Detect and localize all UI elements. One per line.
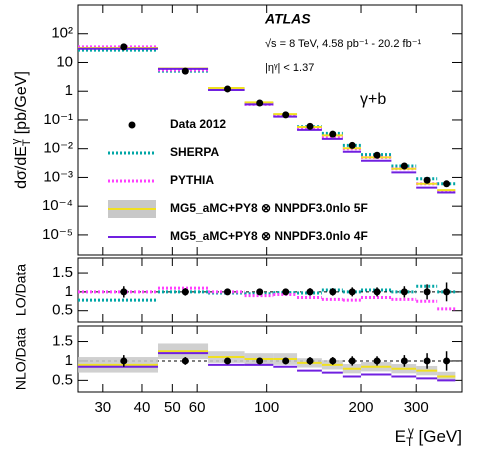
y-axis-label: NLO/Data — [13, 328, 29, 390]
data-point — [373, 151, 381, 159]
legend-label: SHERPA — [170, 145, 219, 159]
data-point — [348, 141, 356, 149]
data-point — [443, 288, 451, 296]
legend-label: MG5_aMC+PY8 ⊗ NNPDF3.0nlo 4F — [170, 229, 368, 243]
y-tick-label: 1 — [65, 352, 73, 369]
data-point — [181, 357, 189, 365]
data-point — [256, 99, 264, 107]
data-point — [224, 357, 232, 365]
data-point — [282, 357, 290, 365]
legend-label: PYTHIA — [170, 173, 214, 187]
data-point — [400, 162, 408, 170]
y-axis-label: dσ/dETγ [pb/GeV] — [10, 71, 33, 189]
data-point — [256, 357, 264, 365]
y-tick-label: 10² — [51, 25, 73, 42]
data-point — [224, 85, 232, 93]
y-tick-label: 10⁻² — [43, 140, 73, 157]
data-point — [120, 357, 128, 365]
data-point — [443, 357, 451, 365]
data-point — [400, 357, 408, 365]
y-axis-label: LO/Data — [13, 264, 29, 316]
x-tick-label: 30 — [94, 399, 111, 416]
data-point — [373, 288, 381, 296]
legend-marker — [128, 121, 136, 129]
data-point — [329, 288, 337, 296]
y-tick-label: 1 — [65, 82, 73, 99]
data-point — [348, 357, 356, 365]
x-tick-label: 200 — [349, 399, 374, 416]
data-point — [400, 288, 408, 296]
x-tick-label: 300 — [404, 399, 429, 416]
y-tick-label: 1.5 — [52, 264, 73, 281]
data-point — [282, 111, 290, 119]
plot-frame — [77, 4, 463, 256]
data-point — [443, 180, 451, 188]
data-point — [329, 357, 337, 365]
data-point — [181, 67, 189, 75]
x-tick-label: 100 — [254, 399, 279, 416]
process-label: γ+b — [360, 91, 386, 108]
y-tick-label: 10⁻¹ — [43, 111, 73, 128]
data-point — [306, 288, 314, 296]
energy-label: √s = 8 TeV, 4.58 pb⁻¹ - 20.2 fb⁻¹ — [265, 38, 421, 50]
y-tick-label: 10 — [56, 53, 73, 70]
data-point — [120, 43, 128, 51]
data-point — [423, 357, 431, 365]
legend-label: MG5_aMC+PY8 ⊗ NNPDF3.0nlo 5F — [170, 201, 368, 215]
x-tick-label: 60 — [189, 399, 206, 416]
x-axis-label: ETγ [GeV] — [395, 424, 462, 449]
data-point — [282, 288, 290, 296]
data-point — [306, 357, 314, 365]
data-point — [120, 288, 128, 296]
x-tick-label: 50 — [164, 399, 181, 416]
data-point — [181, 288, 189, 296]
data-point — [329, 130, 337, 138]
y-tick-label: 10⁻⁵ — [42, 226, 73, 243]
y-tick-label: 10⁻³ — [43, 168, 73, 185]
y-tick-label: 10⁻⁴ — [42, 197, 73, 214]
data-point — [423, 176, 431, 184]
data-point — [348, 288, 356, 296]
eta-label: |ηᵞ| < 1.37 — [265, 62, 314, 74]
y-tick-label: 1 — [65, 283, 73, 300]
x-tick-label: 40 — [134, 399, 151, 416]
data-point — [224, 288, 232, 296]
data-point — [306, 122, 314, 130]
plot-frame — [77, 257, 463, 323]
data-point — [256, 288, 264, 296]
data-point — [423, 288, 431, 296]
legend-label: Data 2012 — [170, 117, 226, 131]
experiment-label: ATLAS — [264, 11, 311, 27]
y-tick-label: 0.5 — [52, 371, 73, 388]
y-tick-label: 1.5 — [52, 332, 73, 349]
y-tick-label: 0.5 — [52, 302, 73, 319]
data-point — [373, 357, 381, 365]
